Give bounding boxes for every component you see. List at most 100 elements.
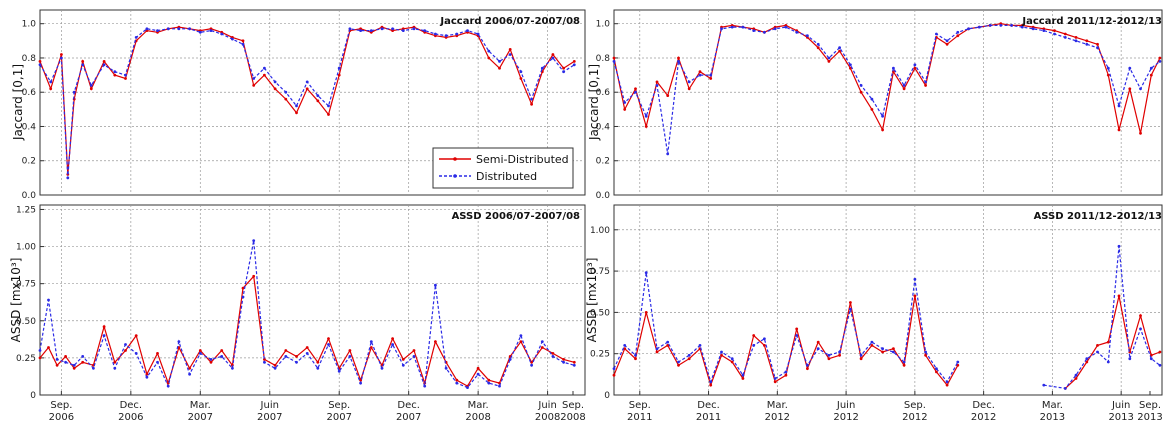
ytick-label: 0.75 <box>590 267 610 277</box>
semi-distributed-point <box>913 66 917 70</box>
distributed-point <box>380 27 384 31</box>
semi-distributed-point <box>487 56 491 60</box>
semi-distributed-point <box>562 66 565 70</box>
semi-distributed-point <box>913 294 917 298</box>
series-semi-distributed-line <box>39 274 575 387</box>
semi-distributed-point <box>64 355 67 358</box>
semi-distributed-point <box>1158 56 1162 60</box>
distributed-point <box>434 32 437 36</box>
distributed-point <box>935 32 938 36</box>
xtick-label-month: Sep. <box>1139 400 1161 411</box>
distributed-point <box>666 340 670 344</box>
distributed-point <box>572 363 576 367</box>
distributed-point <box>476 32 480 36</box>
semi-distributed-point <box>1106 73 1110 77</box>
xtick-label-month: Juin <box>1111 400 1130 411</box>
semi-distributed-point <box>902 87 906 91</box>
distributed-point <box>72 90 76 94</box>
distributed-point <box>902 360 906 364</box>
distributed-point <box>999 24 1003 27</box>
xtick-label-month: Mar. <box>190 400 211 411</box>
distributed-point <box>935 367 938 370</box>
distributed-point <box>241 295 245 299</box>
distributed-point <box>145 375 149 379</box>
xtick-label-month: Mar. <box>468 400 489 411</box>
semi-distributed-point <box>540 346 544 349</box>
distributed-point <box>1106 66 1110 70</box>
xtick-label-year: 2008 <box>465 412 490 423</box>
semi-distributed-point <box>1149 73 1153 77</box>
semi-distributed-point <box>666 344 670 347</box>
series-distributed-line <box>613 24 1161 154</box>
series-distributed-line <box>39 28 575 178</box>
distributed-point <box>89 84 93 87</box>
distributed-point <box>476 372 480 376</box>
assd-right-panel: 00.250.500.751.00 Sep.2011Dec.2011Mar.20… <box>585 204 1163 423</box>
semi-distributed-point <box>401 358 405 361</box>
semi-distributed-point <box>38 60 42 63</box>
semi-distributed-point <box>881 128 884 132</box>
distributed-point <box>634 90 637 94</box>
xtick-label-year: 2008 <box>535 412 560 423</box>
semi-distributed-point <box>1128 87 1132 91</box>
distributed-point <box>806 363 809 367</box>
xtick-label-year: 2013 <box>1040 412 1065 423</box>
distributed-point <box>752 29 756 32</box>
distributed-point <box>263 360 266 364</box>
legend-semi-marker <box>453 157 457 161</box>
semi-distributed-point <box>134 334 138 337</box>
distributed-point <box>612 60 616 63</box>
distributed-point <box>423 384 427 388</box>
ytick-label: 1.00 <box>590 226 610 236</box>
distributed-point <box>562 70 565 74</box>
distributed-point <box>455 32 459 36</box>
distributed-point <box>327 343 330 346</box>
distributed-point <box>498 60 501 63</box>
semi-distributed-point <box>572 360 576 364</box>
distributed-point <box>305 352 309 355</box>
xtick-label-month: Mar. <box>767 400 788 411</box>
distributed-point <box>466 386 469 389</box>
distributed-point <box>47 298 50 302</box>
distributed-point <box>295 360 298 364</box>
xtick-label-year: 2006 <box>49 412 74 423</box>
xtick-label-year: 2012 <box>971 412 996 423</box>
semi-distributed-point <box>816 340 820 344</box>
distributed-point <box>38 349 42 352</box>
semi-distributed-point <box>945 42 949 46</box>
distributed-point <box>698 73 702 77</box>
semi-distributed-point <box>859 90 863 94</box>
distributed-point <box>284 355 288 358</box>
semi-distributed-point <box>655 80 659 84</box>
jaccard-left-panel: 0.0 0.2 0.4 0.6 0.8 1.0 Jaccard 2006/07-2007/… <box>11 9 586 201</box>
semi-distributed-point <box>1096 344 1099 347</box>
ytick-label: 0.4 <box>596 122 611 132</box>
semi-distributed-point <box>327 337 330 340</box>
jaccard-right-yticks: 0.0 0.2 0.4 0.6 0.8 1.0 <box>596 20 618 201</box>
assd-left-grid <box>40 205 585 395</box>
series-semi-distributed-line <box>613 23 1161 134</box>
assd-left-panel: 00.250.500.751.001.25 Sep.2006Dec.2006Ma… <box>9 204 586 423</box>
distributed-point <box>902 84 906 87</box>
xtick-label-year: 2008 <box>560 412 585 423</box>
legend: Semi-Distributed Distributed <box>432 147 574 189</box>
series-semi-distributed-line <box>39 26 575 175</box>
distributed-point <box>273 80 277 84</box>
semi-distributed-point <box>47 346 50 349</box>
distributed-point <box>369 340 373 343</box>
ytick-label: 0.75 <box>16 280 36 290</box>
semi-distributed-point <box>348 349 352 352</box>
distributed-point <box>498 384 501 388</box>
distributed-point <box>423 29 427 32</box>
xtick-label-month: Sep. <box>629 400 651 411</box>
legend-box <box>432 147 574 189</box>
semi-distributed-point <box>273 87 277 91</box>
distributed-point <box>487 49 491 53</box>
semi-distributed-point <box>209 360 213 364</box>
semi-distributed-point <box>369 346 373 349</box>
semi-distributed-point <box>551 352 555 355</box>
semi-distributed-point <box>220 349 224 352</box>
distributed-point <box>709 380 713 384</box>
semi-distributed-point <box>773 380 777 384</box>
semi-distributed-point <box>1074 377 1078 380</box>
